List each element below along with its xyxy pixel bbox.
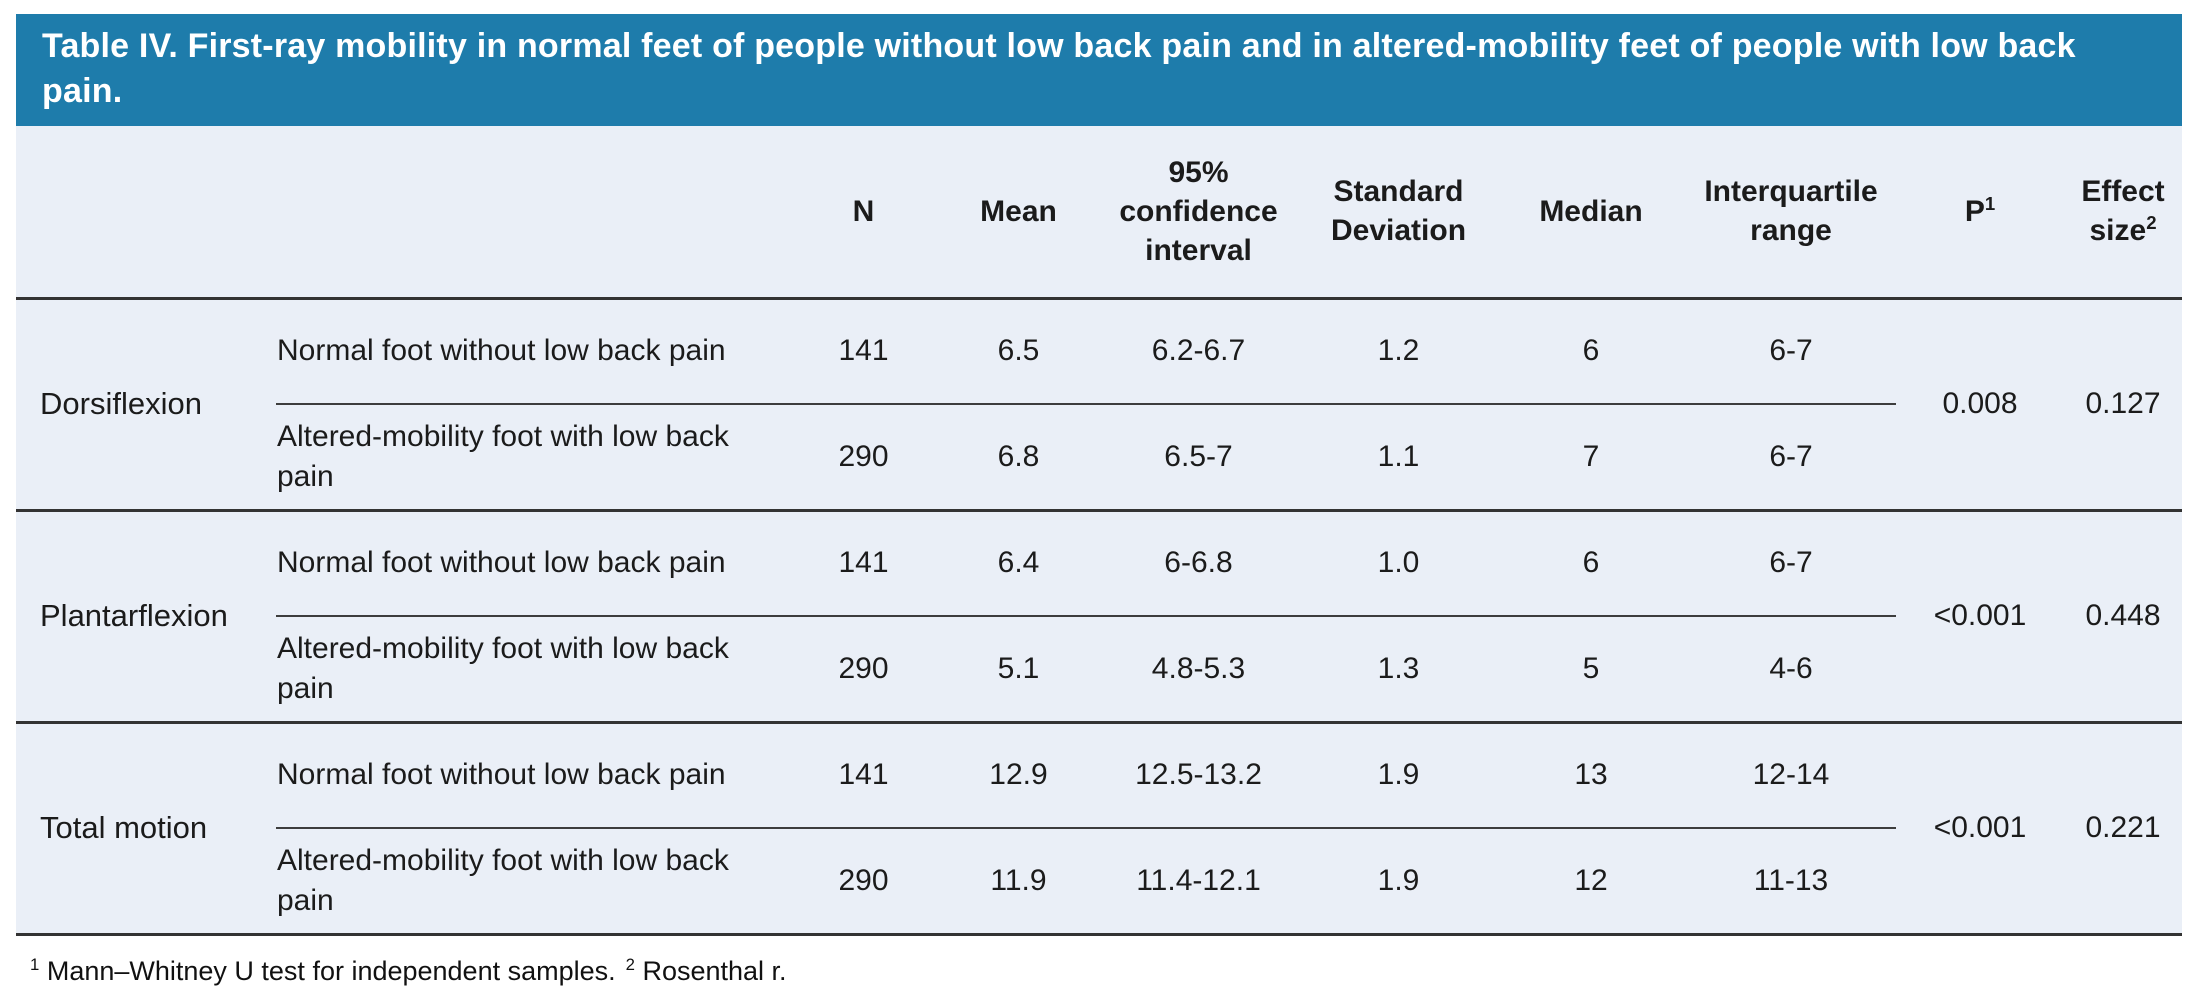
column-header-sd: Standard Deviation [1301,126,1496,300]
group-label-total-motion: Total motion [40,810,208,845]
condition-cell: Normal foot without low back pain [276,722,786,829]
table-title: Table IV. First-ray mobility in normal f… [16,14,2182,126]
sd-cell: 1.3 [1377,651,1420,685]
table-row: Dorsiflexion Normal foot without low bac… [16,298,2182,421]
header-spacer-condition [276,126,786,300]
condition-cell: Altered-mobility foot with low back pain [277,843,729,917]
iqr-cell: 6-7 [1686,510,1896,617]
p-value-cell: 0.008 [1942,387,2018,420]
effect-size-cell: 0.127 [2085,387,2161,420]
n-cell: 141 [786,722,941,829]
iqr-cell: 11-13 [1753,863,1829,897]
mean-cell: 6.4 [941,510,1096,617]
effect-size-cell: 0.221 [2085,811,2161,844]
ci-cell: 4.8-5.3 [1151,651,1246,685]
p-value-cell: <0.001 [1933,599,2027,632]
sd-cell: 1.9 [1301,722,1496,829]
table-row: Altered-mobility foot with low back pain… [16,828,2182,934]
group-label-plantarflexion: Plantarflexion [40,598,228,633]
mean-cell: 12.9 [941,722,1096,829]
ci-cell: 6.2-6.7 [1096,298,1301,405]
footnote-2: 2 Rosenthal r. [626,956,787,986]
column-header-p-label: P [1964,194,1985,228]
group-total-motion: Total motion Normal foot without low bac… [16,722,2182,934]
mean-cell: 11.9 [990,863,1047,897]
ci-cell: 12.5-13.2 [1096,722,1301,829]
condition-cell: Normal foot without low back pain [276,510,786,617]
column-header-median: Median [1496,126,1686,300]
table-row: Plantarflexion Normal foot without low b… [16,510,2182,633]
footnote-1-text: Mann–Whitney U test for independent samp… [46,955,616,986]
ci-cell: 6.5-7 [1164,439,1233,473]
mean-cell: 6.5 [941,298,1096,405]
column-header-iqr: Interquartile range [1686,126,1896,300]
n-cell: 141 [786,298,941,405]
sd-cell: 1.0 [1301,510,1496,617]
iqr-cell: 4-6 [1769,651,1813,685]
header-spacer-group [16,126,276,300]
sd-cell: 1.2 [1301,298,1496,405]
group-label-dorsiflexion: Dorsiflexion [40,386,202,421]
condition-cell: Normal foot without low back pain [276,298,786,405]
table-row: Total motion Normal foot without low bac… [16,722,2182,845]
sd-cell: 1.1 [1377,439,1420,473]
iqr-cell: 6-7 [1769,439,1813,473]
footnote-2-text: Rosenthal r. [642,955,787,986]
column-header-ci: 95% confidence interval [1096,126,1301,300]
iqr-cell: 6-7 [1686,298,1896,405]
group-plantarflexion: Plantarflexion Normal foot without low b… [16,510,2182,722]
median-cell: 12 [1574,863,1608,897]
table-header: N Mean 95% confidence interval Standard … [16,126,2182,300]
column-header-n: N [786,126,941,300]
column-header-median-label: Median [1539,194,1643,228]
column-header-mean: Mean [941,126,1096,300]
median-cell: 7 [1582,439,1600,473]
column-header-p-superscript: 1 [1984,192,1996,214]
table-sheet: Table IV. First-ray mobility in normal f… [16,14,2182,987]
iqr-cell: 12-14 [1686,722,1896,829]
footnote-2-superscript: 2 [625,954,635,974]
footnote-1-superscript: 1 [30,954,40,974]
sd-cell: 1.9 [1377,863,1420,897]
median-cell: 6 [1496,298,1686,405]
p-value-cell: <0.001 [1933,811,2027,844]
data-table: N Mean 95% confidence interval Standard … [16,126,2182,936]
footnote-1: 1 Mann–Whitney U test for independent sa… [30,956,616,986]
effect-size-cell: 0.448 [2085,599,2161,632]
mean-cell: 6.8 [997,439,1040,473]
table-row: Altered-mobility foot with low back pain… [16,616,2182,722]
median-cell: 6 [1496,510,1686,617]
median-cell: 13 [1496,722,1686,829]
column-header-effect-size-label: Effect size [2081,175,2165,248]
n-cell: 290 [838,439,889,473]
column-header-effect-size-superscript: 2 [2146,212,2157,234]
column-header-sd-label: Standard Deviation [1330,175,1467,248]
column-header-effect-size: Effect size2 [2064,126,2182,300]
n-cell: 290 [838,863,889,897]
column-header-iqr-label: Interquartile range [1704,175,1878,248]
group-dorsiflexion: Dorsiflexion Normal foot without low bac… [16,298,2182,510]
condition-cell: Altered-mobility foot with low back pain [277,419,729,493]
ci-cell: 11.4-12.1 [1136,863,1261,897]
column-header-mean-label: Mean [980,194,1057,228]
n-cell: 141 [786,510,941,617]
column-header-n-label: N [852,194,875,228]
n-cell: 290 [838,651,889,685]
median-cell: 5 [1582,651,1600,685]
header-row: N Mean 95% confidence interval Standard … [16,126,2182,300]
ci-cell: 6-6.8 [1096,510,1301,617]
table-row: Altered-mobility foot with low back pain… [16,404,2182,510]
column-header-p: P1 [1896,126,2064,300]
column-header-ci-label: 95% confidence interval [1119,155,1278,267]
condition-cell: Altered-mobility foot with low back pain [277,631,729,705]
mean-cell: 5.1 [997,651,1040,685]
table-footnote: 1 Mann–Whitney U test for independent sa… [30,956,2182,987]
